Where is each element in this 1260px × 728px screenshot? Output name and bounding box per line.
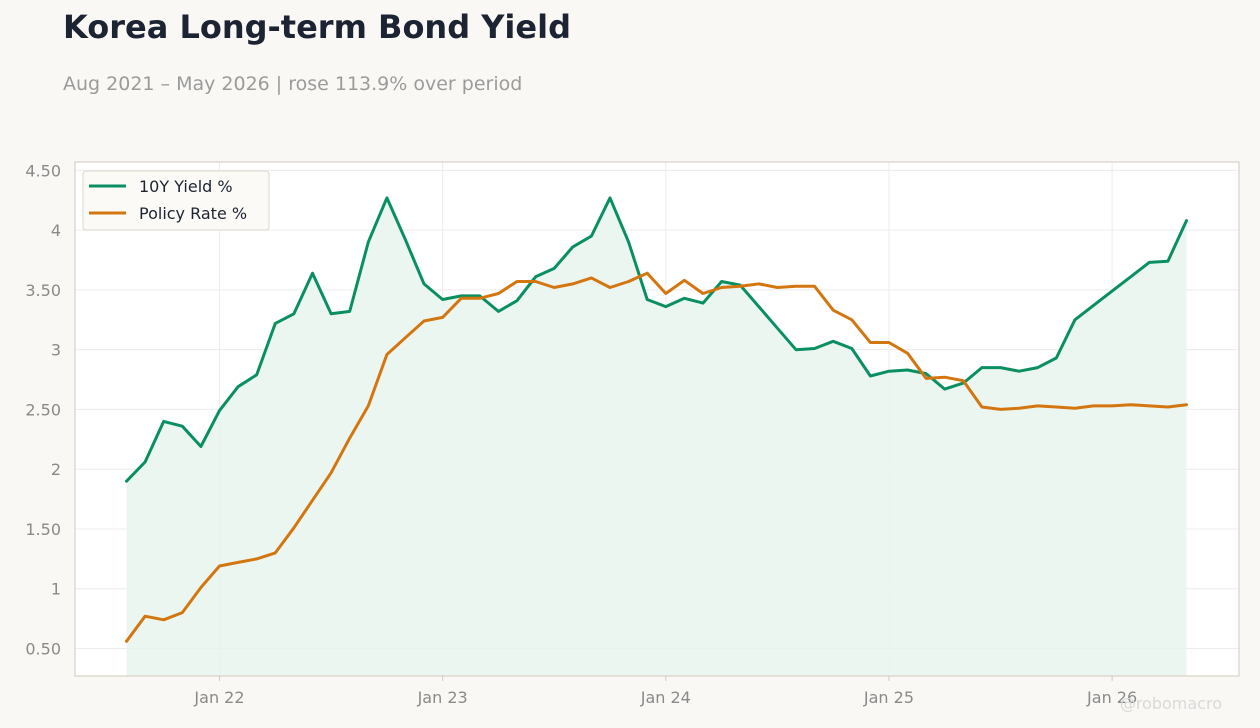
y-tick-label: 1.50 — [25, 520, 61, 539]
watermark: @robomacro — [1119, 694, 1222, 713]
legend: 10Y Yield % Policy Rate % — [82, 170, 270, 231]
legend-label-yield: 10Y Yield % — [139, 177, 233, 196]
x-tick-label: Jan 24 — [640, 688, 691, 707]
y-tick-label: 3 — [51, 341, 61, 360]
plot-frame — [74, 161, 1240, 677]
chart-title: Korea Long-term Bond Yield — [63, 8, 571, 46]
legend-label-policy: Policy Rate % — [139, 204, 247, 223]
series-line-policy — [125, 271, 1188, 643]
x-tick-label: Jan 25 — [863, 688, 914, 707]
y-tick-label: 0.50 — [25, 640, 61, 659]
x-tick-label: Jan 22 — [193, 688, 244, 707]
series-layer — [125, 196, 1188, 643]
series-area-yield — [126, 197, 1187, 676]
tick-labels: 0.50 1 1.50 2 2.50 3 3.50 4 4.50 Jan 22 Jan 23 Jan … — [25, 161, 1137, 707]
x-tick-label: Jan 23 — [417, 688, 468, 707]
area-layer — [126, 197, 1187, 676]
y-tick-label: 1 — [51, 580, 61, 599]
y-tick-label: 2 — [51, 460, 61, 479]
y-tick-label: 4.50 — [25, 161, 61, 180]
y-tick-label: 3.50 — [25, 281, 61, 300]
series-line-yield — [125, 196, 1188, 483]
chart-subtitle: Aug 2021 – May 2026 | rose 113.9% over p… — [63, 73, 523, 95]
y-tick-label: 4 — [51, 221, 61, 240]
x-tick-label: Jan 26 — [1086, 688, 1137, 707]
y-tick-label: 2.50 — [25, 400, 61, 419]
legend-box — [82, 170, 270, 231]
